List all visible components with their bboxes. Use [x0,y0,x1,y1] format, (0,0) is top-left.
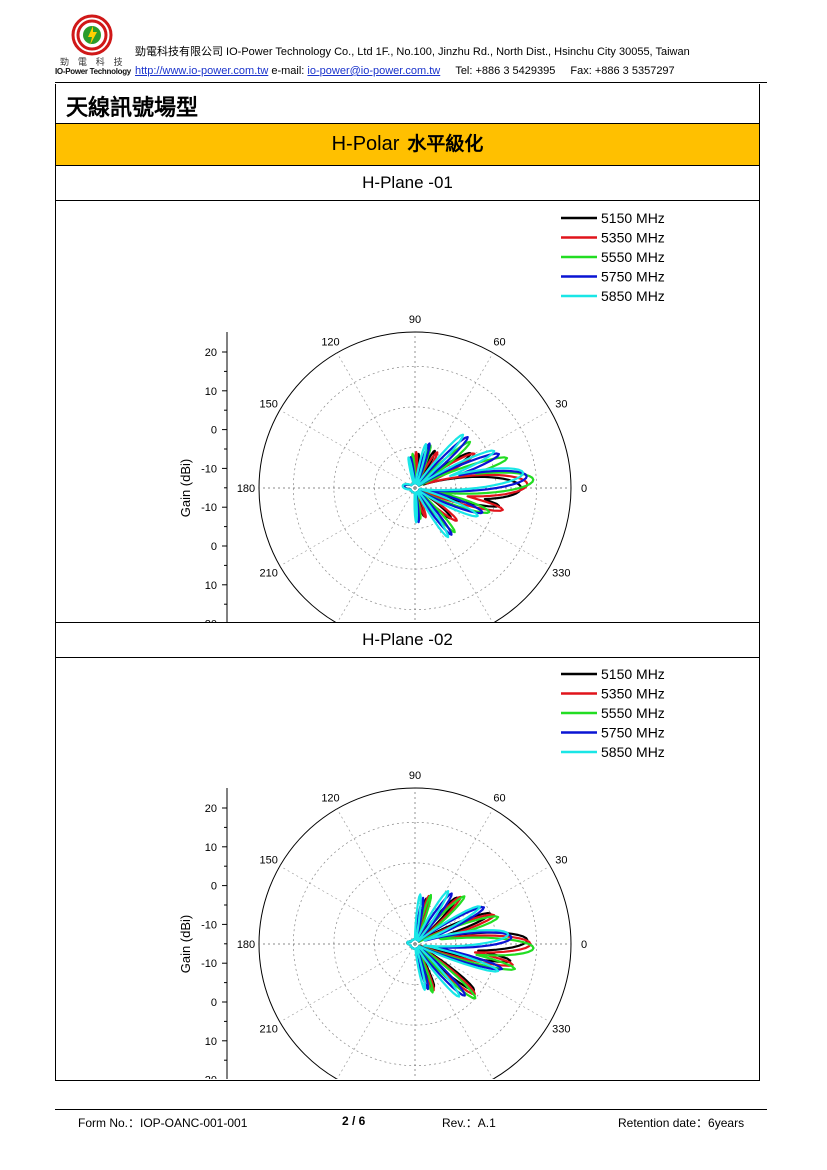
logo-english-text: IO-Power Technology [55,67,131,76]
revision: Rev.：A.1 [442,1116,496,1130]
radial-tick-label: 20 [205,803,217,815]
band-title-chinese: 水平級化 [407,133,484,155]
legend-label-5: 5850 MHz [601,744,665,760]
radial-tick-label: 0 [211,997,217,1009]
angle-tick-0: 0 [581,939,587,951]
section-title-2: H-Plane -02 [56,622,759,658]
radial-tick-label: 20 [205,1075,217,1079]
y-axis-label: Gain (dBi) [178,915,193,974]
polar-plot: 030609012015018021024027030033020100-10-… [178,666,665,1079]
y-axis-label: Gain (dBi) [178,459,193,518]
header-divider [55,82,767,83]
legend-label-2: 5350 MHz [601,230,665,246]
page-title: 天線訊號場型 [66,95,199,121]
retention-date: Retention date：6years [618,1116,745,1130]
website-link[interactable]: http://www.io-power.com.tw [135,65,269,77]
angle-tick-150: 150 [259,399,277,411]
content-frame: 天線訊號場型 H-Polar 水平級化 H-Plane -01 0 30 60 90 12… [55,84,760,1081]
angle-tick-330: 330 [552,568,570,580]
angle-tick-180: 180 [237,939,255,951]
angle-tick-180: 180 [237,483,255,495]
angle-tick-330: 330 [552,1024,570,1036]
angle-tick-60: 60 [493,793,505,805]
footer-divider [55,1109,767,1110]
radial-tick-label: -10 [201,502,217,514]
radial-tick-label: 0 [211,541,217,553]
legend-label-4: 5750 MHz [601,269,665,285]
legend-label-3: 5550 MHz [601,249,665,265]
radial-tick-label: -10 [201,958,217,970]
angle-tick-60: 60 [493,337,505,349]
radial-tick-label: 10 [205,1036,217,1048]
radial-tick-label: -10 [201,463,217,475]
grid-spoke-150 [279,865,416,945]
grid-spoke-240 [336,943,416,1079]
series-line-5850-mhz [401,433,525,539]
chart-area-2: 030609012015018021024027030033020100-10-… [56,657,759,1079]
radial-tick-label: -10 [201,919,217,931]
grid-spoke-120 [336,352,416,489]
chart-area-1: 030609012015018021024027030033020100-10-… [56,201,759,622]
series-line-5850-mhz [406,890,510,998]
section-title-1: H-Plane -01 [56,166,759,201]
angle-tick-30: 30 [555,399,567,411]
polar-plot: 030609012015018021024027030033020100-10-… [178,210,665,622]
logo-mark-icon [71,14,113,56]
page-number: 2 / 6 [342,1114,366,1128]
grid-spoke-150 [279,409,416,489]
title-row: 天線訊號場型 [56,84,759,124]
email-link[interactable]: io-power@io-power.com.tw [307,65,441,77]
polar-chart-2: 030609012015018021024027030033020100-10-… [178,666,665,1079]
angle-tick-0: 0 [581,483,587,495]
company-logo: 勁 電 科 技 IO-Power Technology [55,14,131,82]
radial-tick-label: 20 [205,347,217,359]
angle-tick-210: 210 [259,1024,277,1036]
legend-label-5: 5850 MHz [601,288,665,304]
band-title: H-Polar [331,133,400,155]
polarization-band: H-Polar 水平級化 [56,124,759,166]
radial-tick-label: 0 [211,425,217,437]
radial-tick-label: 20 [205,619,217,622]
radial-tick-label: 10 [205,580,217,592]
angle-tick-210: 210 [259,568,277,580]
polar-chart-1: 030609012015018021024027030033020100-10-… [178,210,665,622]
phone-number: Tel: +886 3 5429395 [455,65,556,77]
radial-tick-label: 0 [211,881,217,893]
angle-tick-90: 90 [409,314,421,326]
legend-label-3: 5550 MHz [601,705,665,721]
angle-tick-120: 120 [321,337,339,349]
fax-number: Fax: +886 3 5357297 [570,65,675,77]
legend-label-4: 5750 MHz [601,725,665,741]
logo-chinese-text: 勁 電 科 技 [60,58,126,68]
company-address: 勁電科技有限公司 IO-Power Technology Co., Ltd 1F… [135,46,690,58]
email-label: e-mail: [271,65,305,77]
angle-tick-90: 90 [409,770,421,782]
grid-spoke-120 [336,808,416,945]
radial-tick-label: 10 [205,842,217,854]
contact-line: http://www.io-power.com.tw e-mail: io-po… [135,65,675,77]
legend-label-1: 5150 MHz [601,210,665,226]
grid-spoke-240 [337,487,416,622]
legend-label-2: 5350 MHz [601,686,665,702]
radial-tick-label: 10 [205,386,217,398]
angle-tick-30: 30 [555,855,567,867]
form-number: Form No.：IOP-OANC-001-001 [78,1116,248,1130]
document-header: 勁 電 科 技 IO-Power Technology 勁電科技有限公司 IO-… [0,0,827,84]
grid-spoke-210 [279,943,416,1023]
angle-tick-150: 150 [259,855,277,867]
angle-tick-120: 120 [321,793,339,805]
legend-label-1: 5150 MHz [601,666,665,682]
grid-spoke-210 [279,487,416,567]
